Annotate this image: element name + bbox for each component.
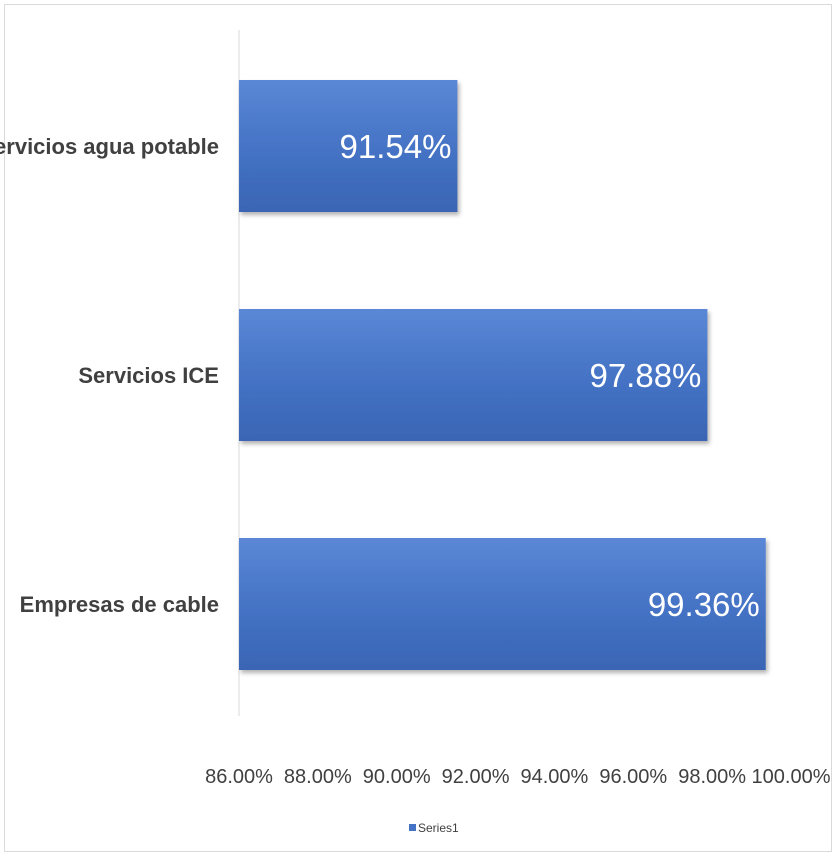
legend-label: Series1 [418,821,459,835]
x-tick-label: 98.00% [678,766,746,788]
category-label: Servicios agua potable [0,134,219,159]
bar [239,80,458,212]
data-label: 91.54% [339,128,451,165]
category-label: Empresas de cable [20,592,219,617]
bars-layer: 91.54% 97.88% 99.36% [239,80,766,670]
x-tick-label: 100.00% [752,766,831,788]
x-tick-label: 94.00% [521,766,589,788]
data-label: 99.36% [648,586,760,623]
bar [239,538,766,670]
category-labels: Servicios agua potable Servicios ICE Empre… [0,134,219,617]
category-label: Servicios ICE [78,363,219,388]
x-tick-label: 96.00% [599,766,667,788]
bar [239,309,708,441]
x-tick-label: 88.00% [284,766,352,788]
x-axis-tick-labels: 86.00% 88.00% 90.00% 92.00% 94.00% 96.00% 98.0… [205,766,831,788]
data-label: 97.88% [589,357,701,394]
x-tick-label: 90.00% [363,766,431,788]
x-tick-label: 92.00% [442,766,510,788]
legend: Series1 [409,821,459,835]
x-tick-label: 86.00% [205,766,273,788]
legend-swatch [409,824,416,831]
